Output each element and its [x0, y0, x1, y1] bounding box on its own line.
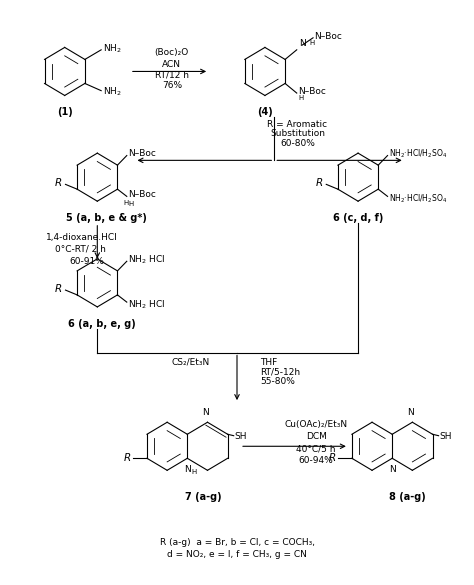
- Text: H: H: [310, 40, 315, 46]
- Text: 40°C/5 h: 40°C/5 h: [296, 444, 336, 453]
- Text: 1,4-dioxane.HCl: 1,4-dioxane.HCl: [46, 233, 118, 242]
- Text: 60-80%: 60-80%: [280, 139, 315, 148]
- Text: 6 (c, d, f): 6 (c, d, f): [333, 213, 383, 223]
- Text: R: R: [55, 284, 62, 294]
- Text: 76%: 76%: [162, 81, 182, 90]
- Text: 55-80%: 55-80%: [260, 377, 295, 386]
- Text: (4): (4): [257, 108, 273, 118]
- Text: N–Boc: N–Boc: [298, 87, 326, 96]
- Text: 6 (a, b, e, g): 6 (a, b, e, g): [68, 319, 136, 329]
- Text: (1): (1): [57, 108, 73, 118]
- Text: H: H: [128, 201, 133, 207]
- Text: N: N: [184, 466, 191, 474]
- Text: H: H: [298, 95, 303, 101]
- Text: N: N: [202, 408, 209, 418]
- Text: N–Boc: N–Boc: [314, 32, 342, 41]
- Text: R (a-g)  a = Br, b = Cl, c = COCH₃,: R (a-g) a = Br, b = Cl, c = COCH₃,: [159, 538, 315, 547]
- Text: N–Boc: N–Boc: [128, 149, 156, 158]
- Text: NH$_2$: NH$_2$: [102, 43, 121, 55]
- Text: 0°C-RT/ 2 h: 0°C-RT/ 2 h: [55, 245, 106, 254]
- Text: RT/12 h: RT/12 h: [155, 71, 189, 80]
- Text: ACN: ACN: [162, 60, 182, 68]
- Text: NH$_2$·HCl/H$_2$SO$_4$: NH$_2$·HCl/H$_2$SO$_4$: [389, 147, 447, 160]
- Text: R: R: [55, 178, 62, 188]
- Text: N: N: [299, 39, 306, 49]
- Text: 5 (a, b, e & g*): 5 (a, b, e & g*): [66, 213, 147, 223]
- Text: SH: SH: [439, 432, 452, 441]
- Text: Cu(OAc)₂/Et₃N: Cu(OAc)₂/Et₃N: [284, 420, 348, 429]
- Text: N: N: [389, 466, 396, 474]
- Text: (Boc)₂O: (Boc)₂O: [155, 48, 189, 57]
- Text: SH: SH: [235, 432, 247, 441]
- Text: 7 (a-g): 7 (a-g): [184, 492, 221, 502]
- Text: N–Boc: N–Boc: [128, 191, 156, 199]
- Text: R: R: [123, 453, 131, 463]
- Text: RT/5-12h: RT/5-12h: [260, 367, 301, 376]
- Text: 60-91%: 60-91%: [69, 257, 104, 266]
- Text: H: H: [124, 200, 129, 207]
- Text: DCM: DCM: [306, 432, 327, 441]
- Text: NH$_2$ HCl: NH$_2$ HCl: [128, 298, 165, 311]
- Text: NH$_2$ HCl: NH$_2$ HCl: [128, 253, 165, 266]
- Text: THF: THF: [260, 357, 278, 367]
- Text: NH$_2$: NH$_2$: [102, 85, 121, 98]
- Text: CS₂/Et₃N: CS₂/Et₃N: [171, 357, 210, 367]
- Text: 60-94%: 60-94%: [299, 456, 334, 465]
- Text: N: N: [407, 408, 413, 418]
- Text: R: R: [328, 453, 336, 463]
- Text: 8 (a-g): 8 (a-g): [389, 492, 426, 502]
- Text: R: R: [316, 178, 323, 188]
- Text: NH$_2$·HCl/H$_2$SO$_4$: NH$_2$·HCl/H$_2$SO$_4$: [389, 192, 447, 205]
- Text: H: H: [191, 469, 197, 475]
- Text: d = NO₂, e = I, f = CH₃, g = CN: d = NO₂, e = I, f = CH₃, g = CN: [167, 550, 307, 559]
- Text: R = Aromatic: R = Aromatic: [267, 120, 328, 129]
- Text: Substitution: Substitution: [270, 129, 325, 139]
